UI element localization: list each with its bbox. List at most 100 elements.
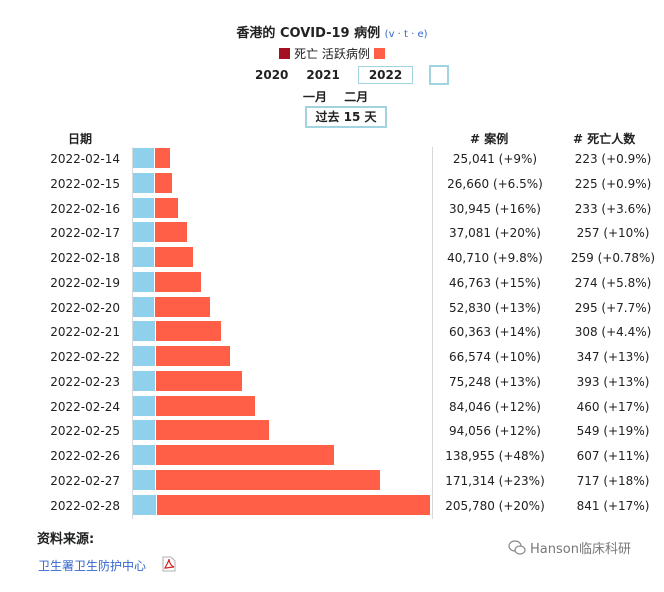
legend: 死亡 活跃病例 [0,45,664,62]
bar-recovered [133,172,154,193]
deaths-value: 347 (+13%) [576,350,650,364]
legend-label-active: 活跃病例 [321,47,370,61]
cases-value: 40,710 (+9.8%) [447,251,543,265]
legend-swatch-deaths [279,48,291,59]
date-label: 2022-02-26 [50,449,120,463]
bar-recovered [133,469,156,490]
date-label: 2022-02-17 [50,226,120,241]
bar-recovered [133,420,156,441]
deaths-value: 717 (+18%) [576,473,650,488]
cases-value: 75,248 (+13%) [449,374,541,389]
bar-active [154,148,170,168]
deaths-value: 607 (+11%) [576,449,650,463]
cases-value: 26,660 (+6.5%) [447,176,543,191]
cases-value: 52,830 (+13%) [449,300,541,315]
vte-links[interactable]: (v · t · e) [384,29,428,40]
deaths-value: 295 (+7.7%) [574,300,652,315]
bar-active [156,494,430,515]
cases-value: 94,056 (+12%) [449,424,541,439]
date-label: 2022-02-15 [50,176,120,191]
legend-swatch-active [373,48,385,59]
date-label: 2022-02-27 [50,473,120,488]
cases-value: 84,046 (+12%) [449,399,541,414]
deaths-value: 259 (+0.78%) [570,251,656,265]
bar-recovered [133,321,155,342]
cases-value: 46,763 (+15%) [449,275,541,290]
chart-title-text: 香港的 COVID-19 病例 [236,26,381,41]
year-empty-button[interactable] [429,65,450,85]
cases-value: 171,314 (+23%) [445,473,545,488]
bar-active [156,445,334,465]
deaths-value: 460 (+17%) [576,399,650,414]
deaths-value: 549 (+19%) [576,424,650,439]
month-feb-button[interactable]: 二月 [344,90,369,104]
bar-active [155,247,193,267]
date-label: 2022-02-21 [50,325,120,340]
cases-value: 37,081 (+20%) [449,226,541,241]
watermark-text: Hanson临床科研 [530,542,631,557]
date-label: 2022-02-18 [50,251,120,265]
deaths-value: 393 (+13%) [576,374,650,389]
year-2021-button[interactable]: 2021 [306,68,340,82]
deaths-value: 274 (+5.8%) [574,275,652,290]
bar-active [155,321,221,342]
cases-value: 25,041 (+9%) [452,152,538,166]
bar-recovered [133,197,154,218]
bar-active [155,296,210,317]
bar-recovered [133,395,155,416]
year-selector: 2020 2021 2022 [255,65,467,85]
bar-active [154,197,179,218]
date-label: 2022-02-24 [50,399,120,414]
bar-active [155,222,188,243]
date-label: 2022-02-22 [50,350,120,364]
bar-active [154,172,173,193]
month-selector: 一月 二月 [303,88,381,105]
bar-active [156,420,270,441]
watermark: Hanson临床科研 [508,538,631,557]
cases-value: 66,574 (+10%) [449,350,541,364]
wechat-icon [508,539,526,555]
bar-recovered [133,148,154,168]
cases-value: 138,955 (+48%) [445,449,545,463]
pdf-icon[interactable] [162,556,176,572]
deaths-value: 257 (+10%) [576,226,650,241]
bar-recovered [133,445,156,465]
deaths-value: 308 (+4.4%) [574,325,652,340]
year-2020-button[interactable]: 2020 [255,68,289,82]
bar-recovered [133,494,156,515]
deaths-value: 225 (+0.9%) [574,176,652,191]
bar-recovered [133,271,155,292]
cases-value: 205,780 (+20%) [445,498,545,513]
chart-title: 香港的 COVID-19 病例 (v · t · e) [0,22,664,41]
date-label: 2022-02-25 [50,424,120,439]
header-cases: # 案例 [470,132,509,146]
bar-active [155,370,243,391]
cases-value: 60,363 (+14%) [449,325,541,340]
year-2022-button[interactable]: 2022 [357,66,414,84]
bar-active [156,395,255,416]
bar-recovered [133,222,154,243]
bar-recovered [133,247,155,267]
deaths-value: 841 (+17%) [576,498,650,513]
date-label: 2022-02-19 [50,275,120,290]
source-label: 资料来源: [37,532,95,547]
source-link[interactable]: 卫生署卫生防护中心 [38,559,147,573]
gridline-left [132,147,133,519]
date-label: 2022-02-20 [50,300,120,315]
bar-recovered [133,296,155,317]
last-15-days-button[interactable]: 过去 15 天 [305,106,387,128]
bar-active [155,271,202,292]
bar-recovered [133,370,155,391]
date-label: 2022-02-16 [50,201,120,216]
deaths-value: 233 (+3.6%) [574,201,652,216]
gridline-right [432,147,433,519]
month-jan-button[interactable]: 一月 [303,90,328,104]
header-date: 日期 [68,132,93,146]
legend-label-deaths: 死亡 [294,47,319,61]
cases-value: 30,945 (+16%) [449,201,541,216]
date-label: 2022-02-23 [50,374,120,389]
bar-active [156,469,381,490]
date-label: 2022-02-14 [50,152,120,166]
bar-recovered [133,346,155,366]
header-deaths: # 死亡人数 [573,132,636,146]
